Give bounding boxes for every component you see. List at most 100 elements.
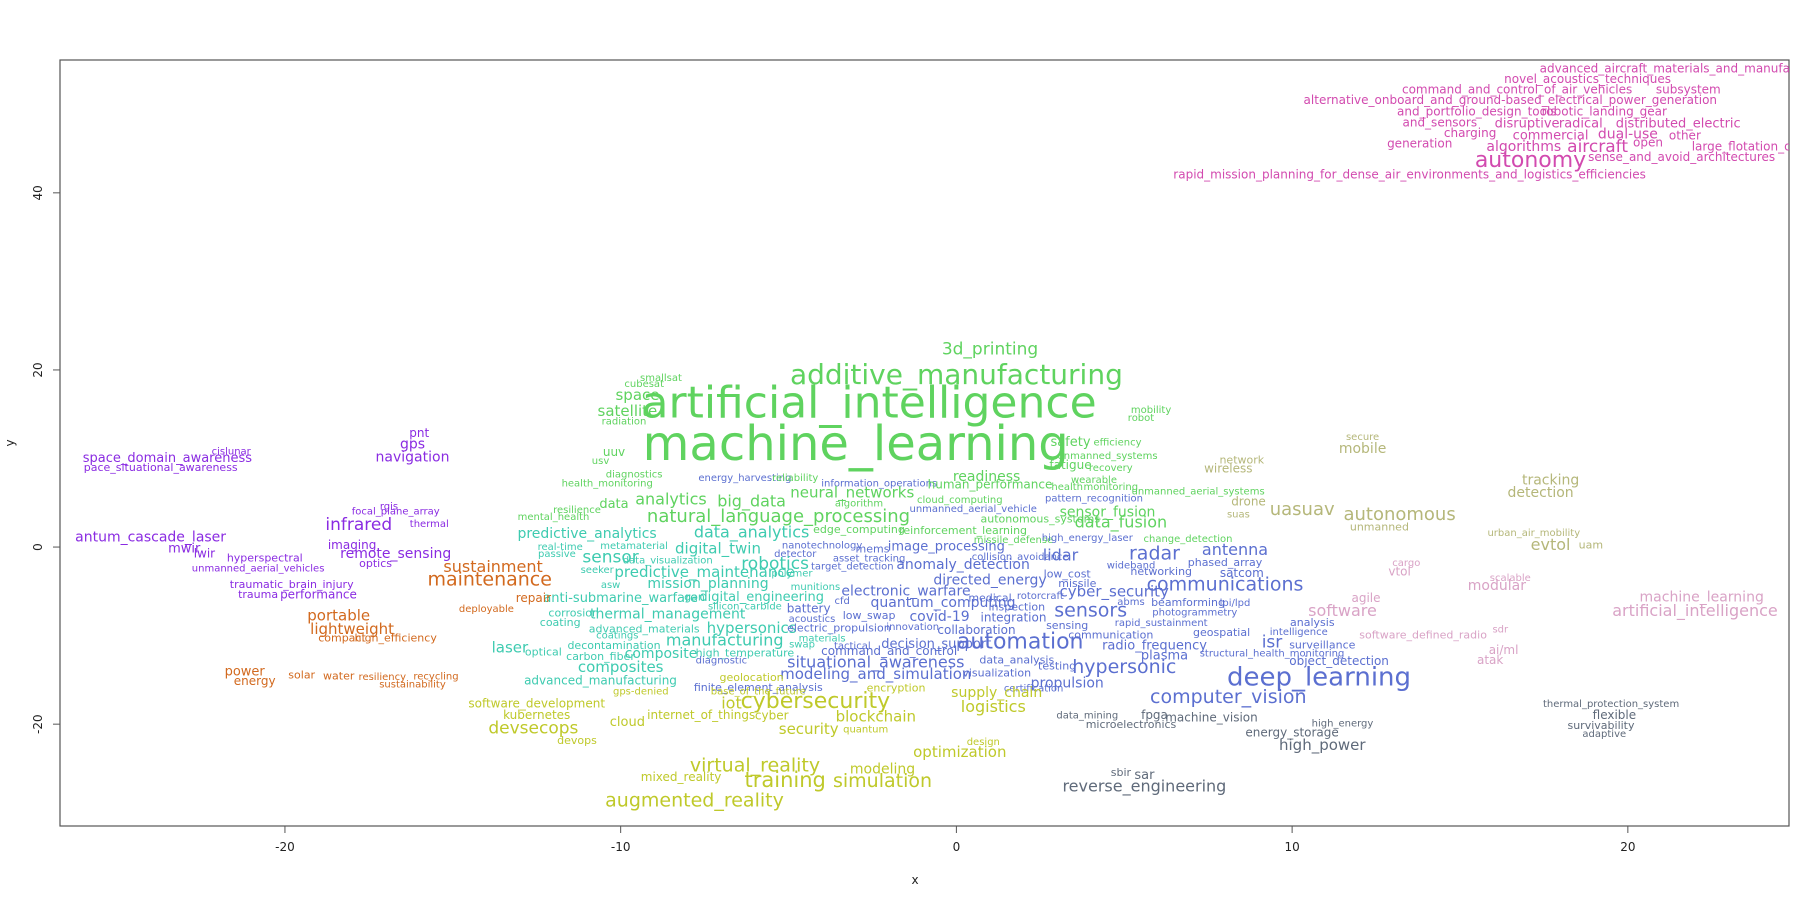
word-label: virtual_reality <box>690 754 820 776</box>
word-label: navigation <box>376 450 450 466</box>
word-labels: advanced_aircraft_materials_and_manufano… <box>75 61 1790 812</box>
word-label: radiation <box>602 416 647 427</box>
word-label: composite <box>625 646 698 662</box>
word-label: rapid_mission_planning_for_dense_air_env… <box>1173 168 1646 182</box>
word-label: reinforcement_learning <box>899 524 1027 537</box>
word-label: tactical <box>834 641 871 652</box>
word-label: flexible <box>1593 708 1637 722</box>
word-label: corrosion <box>548 607 599 620</box>
word-label: acoustics <box>789 614 836 625</box>
word-label: iot <box>721 693 742 712</box>
word-label: efficiency <box>1093 438 1141 449</box>
word-label: edge_computing <box>813 523 905 536</box>
word-label: radical <box>1559 116 1603 131</box>
word-label: data <box>599 497 628 512</box>
word-label: optical <box>525 645 562 658</box>
word-label: mental_health <box>518 512 590 523</box>
word-label: sustainability <box>379 679 446 690</box>
word-label: wireless <box>1204 462 1252 476</box>
word-label: object_detection <box>1289 654 1389 668</box>
word-label: asw <box>601 580 621 591</box>
word-label: mwir <box>168 541 201 556</box>
word-label: detector <box>774 549 817 560</box>
word-label: lwir <box>194 547 215 561</box>
word-label: integration <box>981 610 1047 624</box>
y-axis-ticks: -20 0 20 40 <box>31 185 60 734</box>
word-label: neural_networks <box>790 484 914 503</box>
word-label: human_performance <box>928 478 1053 492</box>
word-label: charging <box>1444 126 1496 140</box>
word-label: mobile <box>1339 441 1386 457</box>
word-label: robot <box>1128 413 1154 424</box>
word-label: maintenance <box>427 568 551 590</box>
word-label: composites <box>578 658 664 676</box>
word-label: carbon_fiber <box>566 650 635 663</box>
word-label: optimization <box>913 743 1006 761</box>
word-label: mission_planning <box>647 576 768 592</box>
word-label: manufacturing <box>666 630 784 649</box>
word-label: coatings <box>596 631 638 642</box>
word-label: decision_support <box>881 637 991 652</box>
word-label: high_energy_laser <box>1042 533 1134 544</box>
x-tick-label: -10 <box>611 840 631 854</box>
word-label: advanced_aircraft_materials_and_manufa <box>1540 61 1790 75</box>
word-label: big_data <box>717 491 786 511</box>
word-label: portable <box>307 607 370 625</box>
word-label: data_mining <box>1056 710 1118 721</box>
word-label: hypersonic <box>1072 656 1176 678</box>
word-label: unmanned <box>1350 521 1409 534</box>
word-label: advanced_materials <box>589 622 700 635</box>
word-label: antum_cascade_laser <box>75 529 226 545</box>
word-label: autonomous_systems <box>980 513 1100 526</box>
word-label: augmented_reality <box>605 790 784 812</box>
word-label: digital_engineering <box>699 590 824 605</box>
y-tick-label: 40 <box>31 185 45 200</box>
word-label: 3d_printing <box>942 340 1038 360</box>
word-label: radio_frequency <box>1102 639 1207 654</box>
word-label: sustainment <box>443 557 542 576</box>
word-label: high_temperature <box>696 646 795 659</box>
word-label: mems <box>856 543 890 556</box>
x-tick-label: 10 <box>1284 840 1299 854</box>
word-label: dual-use <box>1598 126 1658 142</box>
word-label: pnt <box>409 426 429 440</box>
word-label: image_processing <box>888 540 1005 555</box>
word-label: software_defined_radio <box>1359 629 1487 642</box>
word-label: suas <box>1227 509 1250 520</box>
word-label: health_monitoring <box>562 478 653 489</box>
word-label: machine_learning <box>1640 590 1764 606</box>
word-label: seeker <box>581 565 615 576</box>
word-label: cyber_security <box>1059 583 1169 602</box>
word-label: rapid_sustainment <box>1115 618 1208 629</box>
word-label: artificial_intelligence <box>1612 601 1778 621</box>
word-label: commercial <box>1513 129 1589 144</box>
word-label: energy <box>234 674 276 688</box>
y-tick-label: 0 <box>31 543 45 551</box>
word-label: munitions <box>791 582 841 593</box>
word-label: sbir <box>1111 766 1132 779</box>
word-label: situational_awareness <box>787 653 964 673</box>
word-label: fatigue <box>1049 458 1091 472</box>
word-label: monitoring <box>1084 482 1139 493</box>
word-label: machine_vision <box>1165 711 1258 725</box>
word-label: sensor <box>582 548 638 568</box>
word-label: tracking <box>1522 473 1579 489</box>
word-label: digital_twin <box>675 539 761 558</box>
word-label: unmanned_aerial_systems <box>1132 486 1265 497</box>
word-label: beamforming <box>1151 596 1225 609</box>
word-label: resiliency <box>359 672 407 683</box>
word-label: optics <box>359 557 392 570</box>
word-label: hyperspectral <box>227 552 303 565</box>
word-label: swap <box>789 640 815 651</box>
word-label: sensors <box>1054 599 1127 621</box>
word-label: sar <box>1134 768 1155 783</box>
word-label: fpga <box>1141 708 1168 722</box>
word-label: energy_storage <box>1245 726 1338 740</box>
word-label: low_cost <box>1044 568 1092 581</box>
word-label: isr <box>1262 633 1283 653</box>
word-label: unmanned_aerial_vehicles <box>192 563 325 574</box>
word-label: imaging <box>328 538 377 552</box>
word-label: compact <box>318 631 366 644</box>
word-label: missile <box>1058 577 1096 590</box>
